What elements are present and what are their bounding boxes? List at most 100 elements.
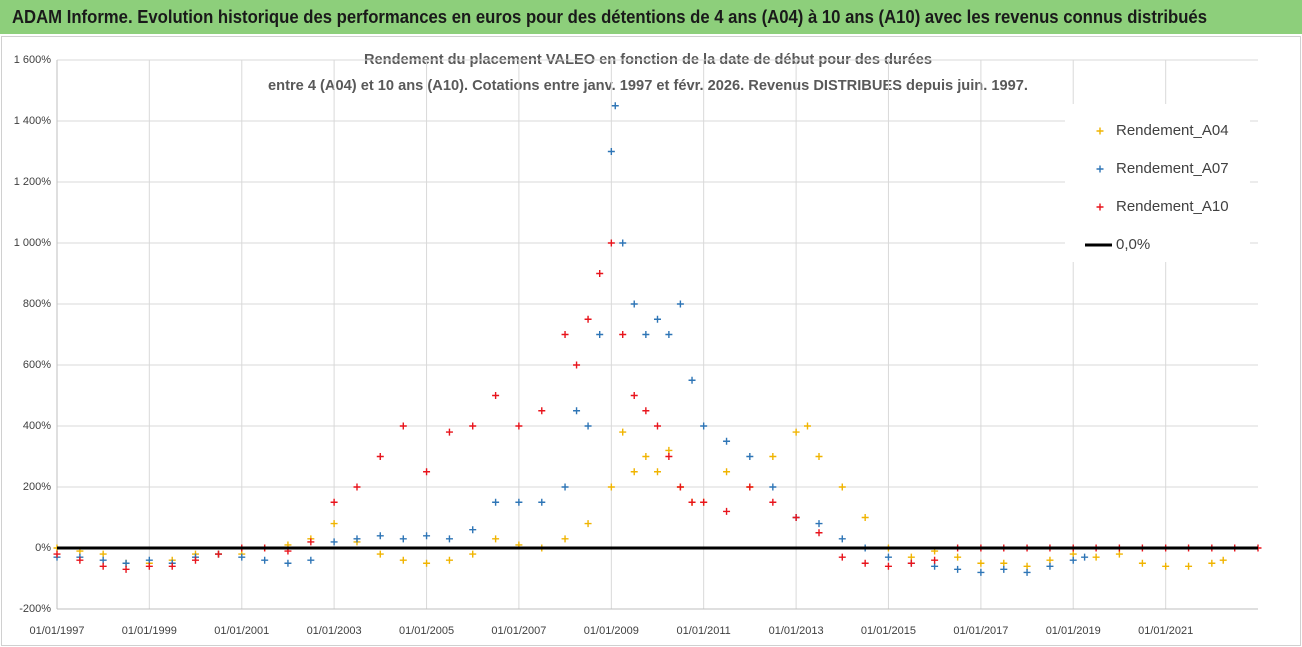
point — [561, 483, 569, 491]
point — [861, 559, 869, 567]
point — [353, 483, 361, 491]
point — [676, 483, 684, 491]
point — [723, 468, 731, 476]
x-tick-label: 01/01/2021 — [1138, 625, 1193, 637]
point — [1023, 568, 1031, 576]
point — [630, 468, 638, 476]
point — [746, 483, 754, 491]
point — [584, 520, 592, 528]
point — [238, 553, 246, 561]
point — [573, 361, 581, 369]
point — [619, 239, 627, 247]
y-tick-label: 1 000% — [14, 237, 52, 249]
point — [630, 392, 638, 399]
x-tick-label: 01/01/2011 — [677, 625, 731, 637]
point — [769, 498, 777, 506]
point — [977, 559, 985, 567]
point — [792, 514, 800, 521]
point — [1219, 556, 1227, 564]
x-tick-label: 01/01/2001 — [214, 625, 269, 637]
x-tick-label: 01/01/2003 — [307, 625, 362, 637]
point — [665, 453, 673, 460]
point — [596, 270, 604, 277]
point — [215, 550, 223, 558]
header-bar — [0, 0, 1302, 34]
point — [99, 562, 107, 570]
legend-label: 0,0% — [1116, 236, 1150, 253]
point — [907, 559, 915, 567]
point — [584, 422, 592, 430]
point — [99, 550, 107, 558]
point — [122, 559, 130, 567]
chart-title: Rendement du placement VALEO en fonction… — [364, 51, 932, 68]
point — [654, 315, 661, 323]
point — [746, 453, 754, 460]
point — [931, 556, 939, 564]
point — [954, 553, 962, 561]
point — [168, 562, 176, 570]
point — [53, 550, 61, 558]
point — [596, 331, 604, 338]
point — [815, 520, 823, 528]
point — [145, 556, 153, 564]
point — [619, 428, 627, 436]
point — [1046, 556, 1054, 564]
point — [1208, 559, 1216, 567]
grid: -200% 0% 200% 400% 600% 800% 1 000% 1 200% 1 400… — [14, 54, 1258, 637]
point — [492, 535, 500, 543]
point — [191, 556, 199, 564]
point — [307, 556, 315, 564]
point — [145, 562, 153, 570]
point — [884, 553, 892, 561]
point — [445, 556, 453, 564]
point — [399, 422, 407, 430]
point — [261, 556, 269, 564]
point — [700, 498, 708, 506]
point — [619, 331, 627, 338]
chart-border — [1, 36, 1301, 646]
point — [1092, 553, 1100, 561]
y-tick-label: 1 600% — [14, 54, 52, 66]
point — [1185, 562, 1193, 570]
point — [1046, 562, 1054, 570]
y-tick-label: -200% — [19, 603, 51, 615]
point — [1069, 550, 1077, 558]
point — [954, 565, 962, 573]
y-tick-label: 0% — [35, 542, 51, 554]
point — [330, 520, 338, 528]
plot-area — [53, 102, 1262, 576]
point — [376, 453, 384, 460]
point — [977, 568, 985, 576]
point — [330, 538, 338, 546]
point — [630, 300, 638, 308]
point — [492, 392, 500, 399]
x-tick-label: 01/01/2015 — [861, 625, 916, 637]
legend-symbol — [1096, 165, 1104, 173]
point — [792, 428, 800, 436]
legend-box — [1065, 104, 1250, 262]
point — [376, 550, 384, 558]
point — [884, 562, 892, 570]
point — [607, 239, 615, 247]
point — [1138, 559, 1146, 567]
point — [642, 453, 650, 460]
point — [584, 315, 592, 323]
point — [907, 553, 915, 561]
point — [99, 556, 107, 564]
point — [376, 532, 384, 540]
point — [931, 562, 939, 570]
point — [611, 102, 619, 110]
legend-label: Rendement_A04 — [1116, 122, 1229, 139]
point — [399, 556, 407, 564]
x-tick-label: 01/01/1999 — [122, 625, 177, 637]
y-tick-label: 1 200% — [14, 176, 52, 188]
point — [838, 553, 846, 561]
x-tick-label: 01/01/2013 — [769, 625, 824, 637]
point — [700, 422, 708, 430]
point — [607, 483, 615, 491]
point — [492, 498, 500, 506]
point — [307, 538, 315, 546]
point — [688, 376, 696, 384]
